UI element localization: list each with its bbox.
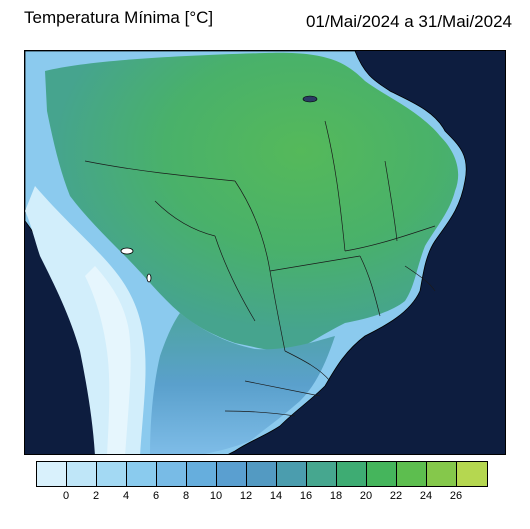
andes-very-cold	[85, 266, 131, 454]
colorbar-tick-label: 14	[269, 490, 283, 502]
colorbar-swatch	[67, 462, 97, 486]
colorbar-swatch	[247, 462, 277, 486]
colorbar-swatch	[307, 462, 337, 486]
map-canvas	[25, 51, 505, 454]
colorbar-tick-label: 12	[239, 490, 253, 502]
colorbar-swatch	[217, 462, 247, 486]
temperature-map	[24, 50, 506, 455]
colorbar-tick-label: 10	[209, 490, 223, 502]
date-range: 01/Mai/2024 a 31/Mai/2024	[305, 12, 512, 31]
colorbar-tick-label: 6	[152, 490, 160, 502]
colorbar-tick-label: 22	[389, 490, 403, 502]
colorbar-swatch	[337, 462, 367, 486]
colorbar-swatch	[97, 462, 127, 486]
colorbar-swatch	[127, 462, 157, 486]
cool-south	[150, 313, 335, 454]
island	[146, 273, 152, 283]
colorbar-tick-label: 20	[359, 490, 373, 502]
colorbar-swatch	[397, 462, 427, 486]
colorbar-swatch	[457, 462, 487, 486]
colorbar-swatch	[157, 462, 187, 486]
colorbar-tick-label: 24	[419, 490, 433, 502]
colorbar-tick-label: 4	[122, 490, 130, 502]
colorbar-tick-label: 2	[92, 490, 100, 502]
colorbar-swatch	[277, 462, 307, 486]
colorbar-tick-label: 26	[449, 490, 463, 502]
colorbar-tick-label: 16	[299, 490, 313, 502]
state-borders	[84, 120, 436, 417]
island	[120, 247, 134, 255]
colorbar	[36, 461, 488, 487]
island	[302, 95, 318, 103]
map-title: Temperatura Mínima [°C]	[24, 8, 214, 27]
colorbar-swatch	[427, 462, 457, 486]
colorbar-swatch	[367, 462, 397, 486]
colorbar-swatch	[37, 462, 67, 486]
colorbar-swatch	[187, 462, 217, 486]
colorbar-tick-label: 0	[62, 490, 70, 502]
colorbar-tick-label: 18	[329, 490, 343, 502]
colorbar-tick-label: 8	[182, 490, 190, 502]
colorbar-ticks: 0 2 4 6 8 10 12 14 16 18 20 22 24 26	[36, 490, 498, 506]
